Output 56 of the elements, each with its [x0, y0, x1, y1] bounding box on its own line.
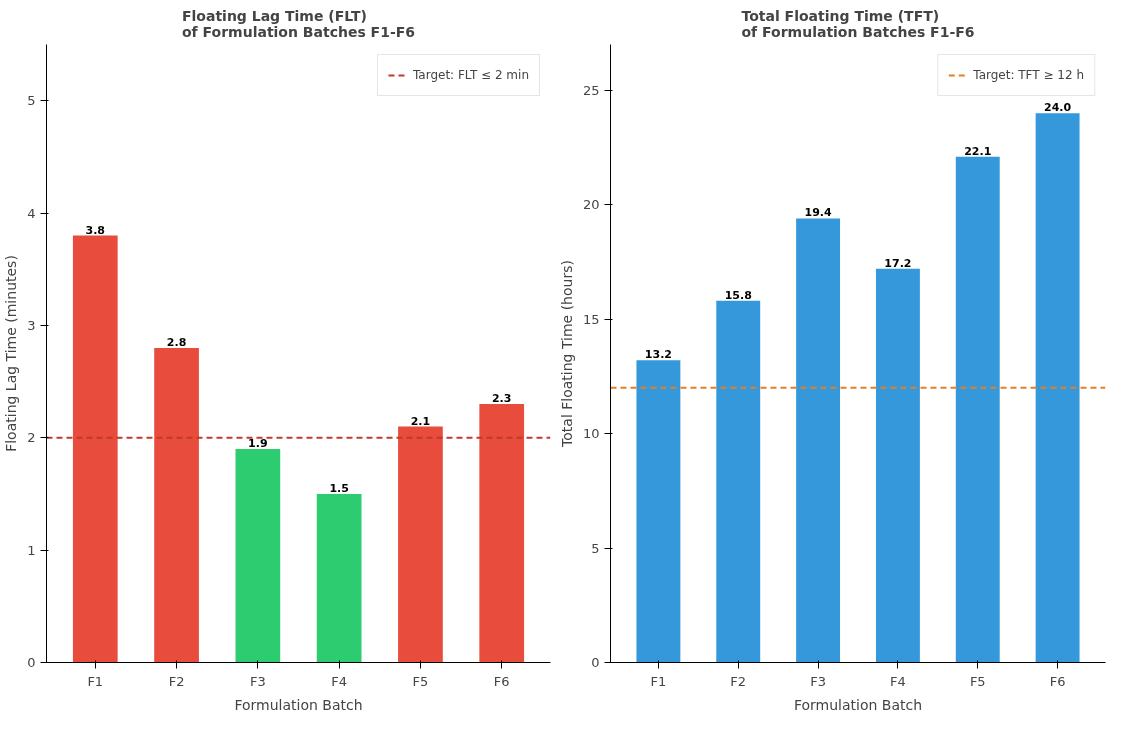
data-label: 22.1	[964, 144, 992, 158]
y-tick-label: 3	[27, 317, 36, 333]
data-label: 13.2	[644, 348, 672, 362]
data-label: 19.4	[804, 206, 832, 220]
x-axis-title: Formulation Batch	[234, 696, 363, 713]
y-axis-title: Total Floating Time (hours)	[558, 260, 575, 448]
x-tick-label: F5	[969, 673, 986, 689]
y-tick-label: 5	[27, 93, 36, 109]
y-tick-label: 5	[591, 540, 600, 556]
y-tick-label: 2	[27, 430, 36, 446]
bar	[316, 493, 362, 663]
bar	[72, 235, 118, 663]
x-tick-label: F2	[730, 673, 747, 689]
bar	[154, 347, 199, 663]
bar	[398, 426, 443, 663]
y-tick-label: 25	[582, 82, 600, 98]
x-tick-label: F4	[890, 673, 906, 689]
chart-title: Total Floating Time (TFT) of Formulation Batches F1-F6	[741, 7, 975, 40]
bar	[636, 360, 681, 663]
x-tick-label: F6	[493, 673, 510, 689]
legend-label: Target: TFT ≥ 12 h	[973, 68, 1084, 82]
bar	[875, 268, 920, 663]
bar	[716, 300, 761, 663]
data-label: 2.3	[491, 392, 512, 406]
y-tick-label: 4	[27, 205, 36, 221]
bar	[235, 449, 281, 663]
data-label: 15.8	[724, 288, 752, 302]
data-label: 24.0	[1044, 101, 1072, 115]
data-label: 17.2	[884, 256, 912, 270]
y-tick-label: 15	[582, 311, 600, 327]
data-label: 3.8	[85, 223, 106, 237]
x-tick-label: F1	[87, 673, 104, 689]
data-label: 2.1	[410, 414, 431, 428]
x-tick-label: F1	[650, 673, 667, 689]
y-tick-label: 20	[582, 197, 600, 213]
bar	[955, 156, 1000, 663]
y-axis-title: Floating Lag Time (minutes)	[3, 255, 20, 452]
data-label: 1.5	[329, 481, 349, 495]
x-axis-title: Formulation Batch	[793, 696, 923, 713]
y-tick-label: 0	[27, 655, 36, 670]
x-tick-label: F2	[168, 673, 185, 689]
legend-label: Target: FLT ≤ 2 min	[412, 68, 529, 82]
y-tick-label: 1	[27, 542, 36, 558]
bar	[796, 218, 841, 663]
chart-title: Floating Lag Time (FLT) of Formulation Batches F1-F6	[181, 7, 416, 40]
y-tick-label: 10	[582, 426, 600, 442]
x-tick-label: F4	[331, 673, 348, 689]
x-tick-label: F6	[1049, 673, 1066, 689]
data-label: 2.8	[166, 335, 187, 349]
data-label: 1.9	[248, 437, 268, 451]
bar	[479, 404, 525, 663]
x-tick-label: F3	[249, 673, 266, 689]
x-tick-label: F3	[810, 673, 826, 689]
y-tick-label: 0	[591, 655, 600, 670]
x-tick-label: F5	[412, 673, 429, 689]
bar	[1035, 113, 1080, 663]
